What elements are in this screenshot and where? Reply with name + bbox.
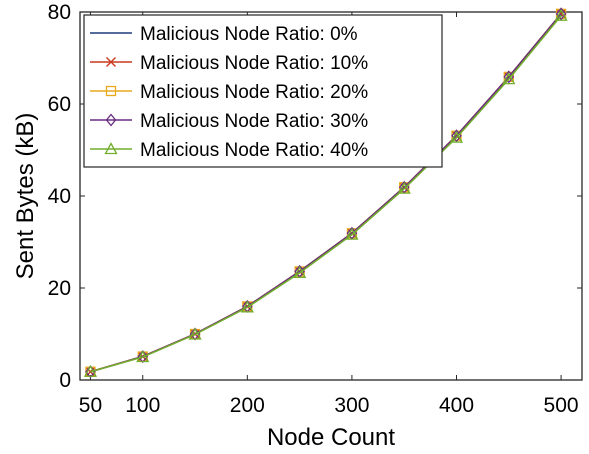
x-tick-label: 300: [334, 394, 369, 417]
legend-box: [83, 14, 443, 168]
legend-label: Malicious Node Ratio: 40%: [140, 140, 368, 161]
y-axis: 0 20 40 60 80: [48, 1, 582, 392]
legend-label: Malicious Node Ratio: 10%: [140, 53, 368, 74]
x-tick-label: 50: [79, 394, 102, 417]
y-axis-label: Sent Bytes (kB): [12, 113, 39, 280]
data-point: [85, 366, 96, 377]
data-point: [240, 300, 254, 313]
series-line: [90, 15, 562, 373]
legend-marker: [106, 57, 116, 67]
data-point: [293, 265, 307, 278]
data-point: [85, 365, 96, 379]
legend-entry: Malicious Node Ratio: 0%: [90, 24, 358, 45]
y-tick-label: 20: [48, 277, 71, 300]
data-point: [555, 7, 567, 21]
data-point: [188, 327, 202, 340]
legend-marker: [105, 113, 117, 127]
legend-marker: [104, 142, 118, 155]
data-point: [345, 227, 359, 240]
y-tick-label: 40: [48, 185, 71, 208]
data-point: [449, 130, 464, 143]
x-axis-label: Node Count: [267, 424, 395, 451]
x-tick-label: 500: [544, 394, 579, 417]
legend-entry: Malicious Node Ratio: 30%: [90, 111, 368, 132]
legend-label: Malicious Node Ratio: 30%: [140, 111, 368, 132]
legend-label: Malicious Node Ratio: 0%: [140, 24, 358, 45]
legend-label: Malicious Node Ratio: 20%: [140, 82, 368, 103]
y-tick-label: 60: [48, 93, 71, 116]
x-tick-label: 100: [125, 394, 160, 417]
series-4: [83, 8, 568, 377]
legend: Malicious Node Ratio: 0% Malicious Node R…: [83, 14, 443, 168]
data-point: [554, 8, 568, 21]
legend-entry: Malicious Node Ratio: 10%: [90, 53, 368, 74]
data-point: [397, 181, 411, 194]
y-tick-label: 0: [59, 369, 71, 392]
legend-entry: Malicious Node Ratio: 20%: [90, 82, 368, 103]
y-tick-label: 80: [48, 1, 71, 24]
data-point: [502, 72, 516, 85]
data-point: [136, 350, 150, 363]
legend-entry: Malicious Node Ratio: 40%: [90, 140, 368, 161]
x-tick-label: 200: [230, 394, 265, 417]
data-point: [83, 364, 98, 377]
legend-marker: [105, 85, 117, 97]
x-tick-label: 400: [439, 394, 474, 417]
series-layer: [83, 7, 568, 379]
